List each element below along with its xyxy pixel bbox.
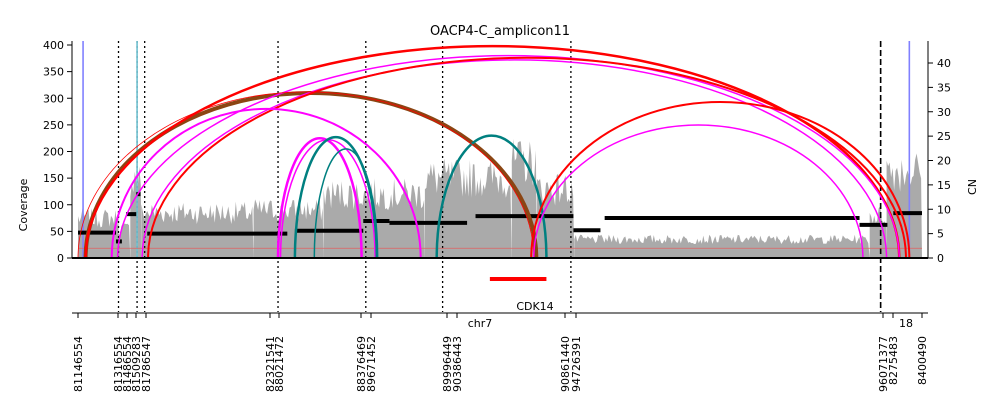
y-axis-label-left: Coverage [17, 178, 30, 231]
cn-tick-label-0: 0 [937, 252, 944, 265]
position-tick-label-3: 81509283 [130, 336, 143, 392]
position-tick-label-15: 8400490 [916, 336, 929, 385]
sv-arc-11 [530, 100, 911, 259]
sv-arc-6 [276, 136, 363, 259]
position-tick-label-11: 90861440 [559, 336, 572, 392]
sv-arc-9 [313, 148, 379, 259]
structural-variant-arcs [77, 44, 911, 259]
coverage-tick-label-7: 350 [43, 66, 64, 79]
position-tick-label-4: 81786547 [140, 336, 153, 392]
coverage-tick-label-5: 250 [43, 119, 64, 132]
position-tick-label-14: 8275483 [887, 336, 900, 385]
cn-tick-label-7: 35 [937, 81, 951, 94]
cn-tick-label-5: 25 [937, 130, 951, 143]
position-tick-label-6: 88021472 [273, 336, 286, 392]
position-tick-label-13: 96071377 [877, 336, 890, 392]
y-axis-label-right: CN [966, 179, 979, 195]
cn-tick-label-1: 5 [937, 228, 944, 241]
cn-tick-label-3: 15 [937, 179, 951, 192]
coverage-tick-label-2: 100 [43, 199, 64, 212]
sv-arc-1 [84, 44, 901, 259]
coverage-layer [78, 138, 922, 258]
coverage-tick-label-1: 50 [50, 225, 64, 238]
coverage-segment-4 [253, 198, 324, 258]
coverage-segment-9 [574, 234, 870, 258]
cn-tick-label-6: 30 [937, 106, 951, 119]
position-tick-label-1: 81316554 [112, 336, 125, 392]
sv-arc-12 [77, 91, 535, 259]
cn-tick-label-4: 20 [937, 155, 951, 168]
position-tick-label-10: 90386443 [451, 336, 464, 392]
position-tick-label-12: 94726391 [570, 336, 583, 392]
coverage-tick-label-8: 400 [43, 39, 64, 52]
sv-arc-4 [147, 56, 907, 259]
coverage-segment-10 [869, 206, 887, 258]
chart-title: OACP4-C_amplicon11 [430, 24, 570, 39]
position-tick-label-5: 82321541 [264, 336, 277, 392]
position-tick-label-9: 89996449 [441, 336, 454, 392]
position-tick-label-2: 81486554 [121, 336, 134, 392]
sv-arc-13 [533, 124, 864, 259]
coverage-tick-label-0: 0 [57, 252, 64, 265]
copy-number-layer [78, 192, 922, 281]
coverage-segment-6 [424, 158, 512, 258]
axes-layer: 0 50 100 150 200 250 300 350 400 0 5 10 15 20 25 30 35 40… [43, 39, 951, 392]
coverage-tick-label-4: 200 [43, 146, 64, 159]
gene-label: CDK14 [516, 300, 553, 313]
sv-arc-10 [435, 134, 548, 259]
cn-tick-label-8: 40 [937, 57, 951, 70]
secondary-chrom-label: 18 [899, 317, 913, 330]
sv-arc-3 [141, 59, 888, 259]
position-tick-label-7: 88376469 [355, 336, 368, 392]
coverage-tick-label-3: 150 [43, 172, 64, 185]
position-tick-label-0: 81146554 [72, 336, 85, 392]
cn-tick-label-2: 10 [937, 203, 951, 216]
coverage-tick-label-6: 300 [43, 92, 64, 105]
x-axis-label: chr7 [468, 317, 493, 330]
sv-arc-2 [116, 54, 900, 259]
sv-arc-8 [293, 135, 379, 259]
coverage-segment-3 [141, 201, 254, 258]
sv-arc-5 [110, 107, 422, 259]
position-tick-label-8: 89671452 [365, 336, 378, 392]
